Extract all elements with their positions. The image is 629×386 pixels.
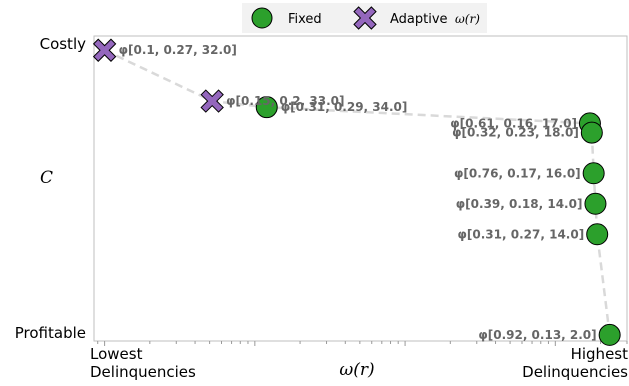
y-tick-top: Costly bbox=[40, 35, 87, 53]
point-label: φ[0.32, 0.23, 18.0] bbox=[452, 126, 579, 140]
y-tick-bottom: Profitable bbox=[15, 324, 86, 342]
point-label: φ[0.1, 0.27, 32.0] bbox=[119, 43, 237, 57]
legend-adaptive-x-icon bbox=[353, 6, 377, 30]
legend-fixed-label: Fixed bbox=[288, 12, 322, 27]
fixed-point bbox=[584, 192, 607, 215]
point-label: φ[0.31, 0.27, 14.0] bbox=[458, 227, 585, 241]
fixed-point bbox=[580, 121, 603, 144]
adaptive-point bbox=[200, 89, 224, 113]
data-points bbox=[92, 38, 621, 346]
legend-adaptive-marker bbox=[353, 6, 377, 30]
point-label: φ[0.39, 0.18, 14.0] bbox=[456, 197, 583, 211]
point-label: φ[0.76, 0.17, 16.0] bbox=[454, 166, 581, 180]
frontier-line bbox=[104, 49, 611, 336]
adaptive-point bbox=[92, 38, 117, 62]
y-axis-label: C bbox=[40, 168, 53, 188]
legend: Fixed Adaptive ω(r) bbox=[242, 3, 487, 33]
legend-fixed-marker bbox=[251, 7, 273, 29]
x-tick-right-line1: Highest bbox=[571, 345, 629, 363]
plot-frame bbox=[93, 35, 628, 342]
fixed-point bbox=[598, 323, 621, 346]
point-label: φ[0.31, 0.29, 34.0] bbox=[281, 100, 408, 114]
legend-adaptive-math: ω(r) bbox=[455, 12, 480, 26]
fixed-point bbox=[582, 162, 605, 185]
point-label: φ[0.61, 0.16, 17.0] bbox=[450, 116, 577, 130]
x-axis-label: ω(r) bbox=[339, 360, 374, 380]
fixed-point bbox=[586, 223, 609, 246]
point-labels: φ[0.31, 0.29, 34.0]φ[0.61, 0.16, 17.0]φ[… bbox=[119, 43, 597, 342]
point-label: φ[0.15, 0.2, 33.0] bbox=[226, 94, 344, 108]
x-tick-right-line2: Delinquencies bbox=[522, 363, 628, 381]
legend-adaptive-label: Adaptive bbox=[390, 12, 448, 27]
x-tick-left-line2: Delinquencies bbox=[90, 363, 196, 381]
x-tick-left-line1: Lowest bbox=[90, 345, 143, 363]
x-minor-ticks bbox=[97, 341, 628, 346]
point-label: φ[0.92, 0.13, 2.0] bbox=[478, 328, 596, 342]
fixed-point bbox=[255, 96, 278, 119]
frontier-polyline bbox=[104, 49, 611, 336]
